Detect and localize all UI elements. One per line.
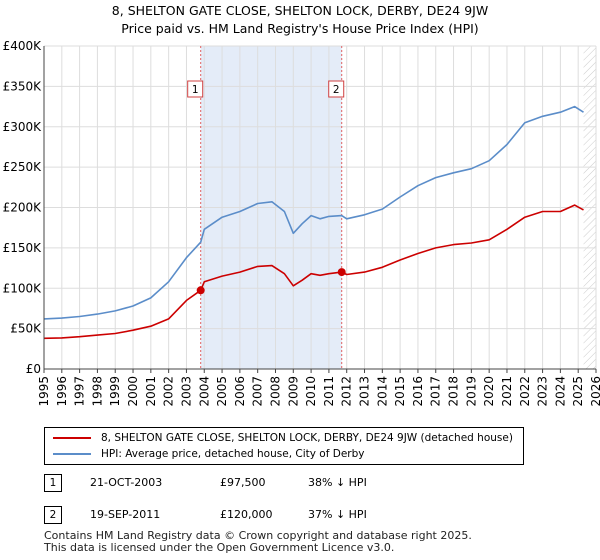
y-tick-label: £0	[26, 362, 41, 376]
legend: 8, SHELTON GATE CLOSE, SHELTON LOCK, DER…	[44, 427, 524, 465]
y-tick-label: £400K	[3, 39, 43, 53]
legend-item-property: 8, SHELTON GATE CLOSE, SHELTON LOCK, DER…	[53, 430, 513, 446]
x-tick-label: 2021	[500, 376, 514, 407]
x-tick-label: 2002	[162, 376, 176, 407]
x-tick-label: 1996	[55, 376, 69, 407]
sale-row: 1 21-OCT-2003 £97,500 38% ↓ HPI	[44, 474, 584, 494]
marker-label: 2	[333, 84, 340, 96]
footer-line-1: Contains HM Land Registry data © Crown c…	[44, 529, 472, 542]
x-tick-label: 2025	[571, 376, 585, 407]
title-line-2: Price paid vs. HM Land Registry's House …	[121, 21, 479, 36]
y-tick-label: £350K	[3, 79, 43, 93]
x-tick-label: 2012	[340, 376, 354, 407]
x-tick-label: 2019	[464, 376, 478, 407]
x-tick-label: 2026	[589, 376, 600, 407]
x-tick-label: 2014	[375, 376, 389, 407]
legend-label-property: 8, SHELTON GATE CLOSE, SHELTON LOCK, DER…	[101, 432, 513, 444]
x-tick-label: 2005	[215, 376, 229, 407]
y-tick-label: £250K	[3, 160, 43, 174]
x-tick-label: 2018	[447, 376, 461, 407]
x-tick-label: 1995	[37, 376, 51, 407]
sale-date: 19-SEP-2011	[90, 508, 161, 521]
x-tick-label: 2003	[179, 376, 193, 407]
sale-point	[196, 286, 205, 295]
sale-price: £97,500	[220, 476, 266, 489]
x-tick-label: 1999	[108, 376, 122, 407]
sale-hpi-diff: 38% ↓ HPI	[308, 476, 367, 489]
x-tick-label: 2007	[251, 376, 265, 407]
footer: Contains HM Land Registry data © Crown c…	[44, 530, 472, 554]
x-tick-label: 2001	[144, 376, 158, 407]
y-tick-label: £50K	[10, 322, 42, 336]
x-tick-label: 2015	[393, 376, 407, 407]
sale-row: 2 19-SEP-2011 £120,000 37% ↓ HPI	[44, 506, 584, 526]
x-tick-label: 2024	[553, 376, 567, 407]
marker-label: 1	[192, 84, 199, 96]
sale-hpi-diff: 37% ↓ HPI	[308, 508, 367, 521]
sale-number: 1	[44, 474, 62, 492]
x-tick-label: 1997	[73, 376, 87, 407]
hpi-series-line	[43, 105, 584, 320]
property-series-line	[43, 204, 584, 340]
sale-date: 21-OCT-2003	[90, 476, 163, 489]
title-line-1: 8, SHELTON GATE CLOSE, SHELTON LOCK, DER…	[111, 3, 489, 18]
marker-box	[328, 80, 345, 98]
x-tick-label: 2009	[286, 376, 300, 407]
marker-box	[187, 80, 204, 98]
x-tick-label: 2017	[429, 376, 443, 407]
x-tick-label: 2004	[197, 376, 211, 407]
legend-label-hpi: HPI: Average price, detached house, City…	[101, 448, 365, 460]
x-tick-label: 2008	[268, 376, 282, 407]
x-tick-label: 2006	[233, 376, 247, 407]
chart-title: 8, SHELTON GATE CLOSE, SHELTON LOCK, DER…	[0, 2, 600, 38]
x-tick-label: 2023	[536, 376, 550, 407]
y-tick-label: £100K	[3, 281, 43, 295]
x-tick-label: 1998	[90, 376, 104, 407]
x-tick-label: 2022	[518, 376, 532, 407]
y-tick-label: £200K	[3, 201, 43, 215]
x-tick-label: 2016	[411, 376, 425, 407]
x-tick-label: 2000	[126, 376, 140, 407]
legend-swatch-hpi	[53, 453, 91, 455]
sale-price: £120,000	[220, 508, 273, 521]
legend-swatch-property	[53, 437, 91, 439]
footer-line-2: This data is licensed under the Open Gov…	[44, 541, 395, 554]
legend-item-hpi: HPI: Average price, detached house, City…	[53, 446, 364, 462]
x-tick-label: 2013	[358, 376, 372, 407]
sale-number: 2	[44, 506, 62, 524]
y-tick-label: £150K	[3, 241, 43, 255]
price-chart: 1995 1996 1997 1998 1999 2000 2001 2002 2003 2004…	[3, 39, 600, 407]
sale-point	[337, 268, 346, 277]
x-tick-label: 2010	[304, 376, 318, 407]
y-tick-label: £300K	[3, 120, 43, 134]
x-tick-label: 2011	[322, 376, 336, 407]
x-tick-label: 2020	[482, 376, 496, 407]
